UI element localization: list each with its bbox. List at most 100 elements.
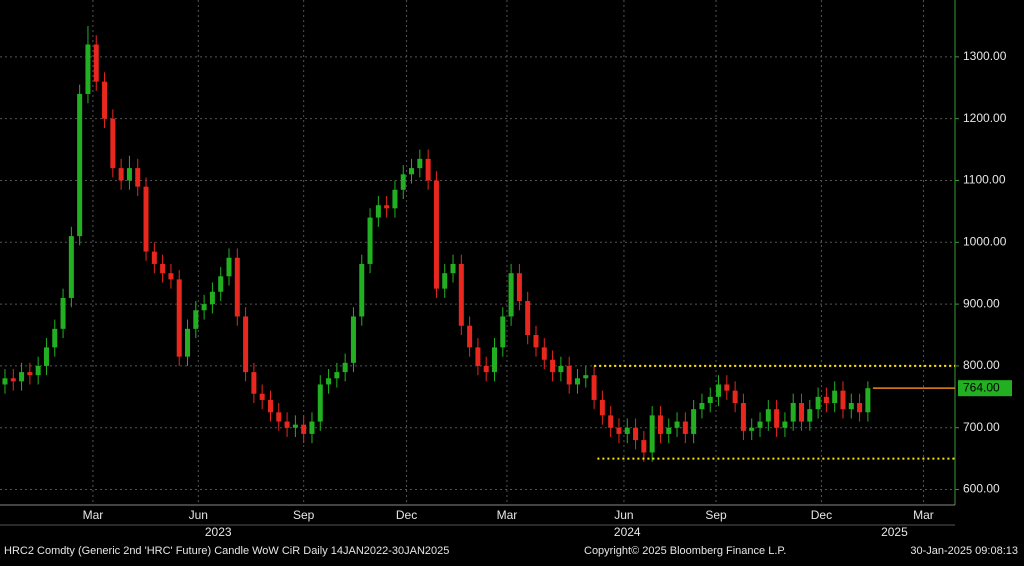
candle-body: [832, 390, 838, 404]
candle-body: [68, 236, 74, 298]
candle-body: [716, 384, 722, 397]
candle-body: [492, 347, 498, 373]
x-tick-label: Mar: [83, 508, 104, 522]
candle-body: [334, 372, 340, 379]
candle-body: [176, 279, 182, 357]
candle-body: [442, 273, 448, 289]
candle-body: [226, 257, 232, 277]
x-tick-label: Jun: [614, 508, 633, 522]
candle-body: [616, 427, 622, 434]
y-tick-label: 1000.00: [963, 234, 1007, 248]
footer-right: 30-Jan-2025 09:08:13: [910, 545, 1018, 557]
x-tick-label: Dec: [811, 508, 832, 522]
candle-body: [774, 409, 780, 428]
candle-body: [433, 180, 439, 289]
candle-body: [782, 421, 788, 428]
candle-body: [151, 251, 157, 264]
candle-body: [657, 415, 663, 434]
candle-body: [790, 403, 796, 422]
candle-body: [35, 365, 41, 376]
candle-body: [43, 347, 49, 366]
candle-body: [558, 365, 564, 373]
candle-body: [342, 362, 348, 373]
footer-center: Copyright© 2025 Bloomberg Finance L.P.: [584, 545, 786, 557]
candle-body: [284, 421, 290, 428]
candle-body: [52, 328, 58, 348]
candle-body: [350, 316, 356, 363]
candle-body: [409, 168, 415, 175]
candle-body: [276, 412, 282, 422]
x-tick-label: Dec: [396, 508, 417, 522]
candle-body: [326, 378, 332, 385]
candle-body: [243, 316, 249, 373]
year-label: 2025: [881, 525, 908, 539]
candle-body: [857, 403, 863, 413]
candle-body: [77, 93, 83, 237]
candle-body: [392, 189, 398, 209]
candle-body: [516, 273, 522, 302]
candle-body: [533, 335, 539, 348]
candle-body: [450, 263, 456, 274]
candle-body: [691, 409, 697, 434]
candle-body: [417, 158, 423, 169]
candle-body: [185, 328, 191, 357]
y-tick-label: 700.00: [963, 420, 1000, 434]
candle-body: [110, 118, 116, 169]
candle-body: [309, 421, 315, 434]
candle-body: [848, 403, 854, 410]
candle-body: [301, 424, 307, 434]
candle-body: [483, 365, 489, 373]
candle-body: [865, 388, 871, 413]
candle-body: [724, 384, 730, 391]
candle-body: [201, 304, 207, 311]
candle-body: [160, 263, 166, 274]
candle-body: [732, 390, 738, 404]
x-tick-label: Jun: [189, 508, 208, 522]
candle-body: [574, 378, 580, 385]
candle-body: [259, 393, 265, 400]
y-tick-label: 1200.00: [963, 111, 1007, 125]
candle-body: [2, 378, 8, 385]
candle-body: [425, 158, 431, 181]
candle-body: [10, 378, 16, 382]
candle-body: [367, 217, 373, 264]
candle-body: [682, 421, 688, 434]
candle-body: [508, 273, 514, 317]
candle-body: [840, 390, 846, 410]
candle-body: [467, 325, 473, 348]
candle-body: [475, 347, 481, 366]
candle-body: [674, 421, 680, 428]
candle-body: [359, 263, 365, 317]
candle-body: [168, 273, 174, 280]
candle-body: [624, 427, 630, 434]
candle-body: [251, 372, 257, 394]
candle-body: [85, 44, 91, 94]
year-label: 2023: [205, 525, 232, 539]
y-tick-label: 1300.00: [963, 49, 1007, 63]
candle-body: [707, 396, 713, 404]
candle-body: [209, 291, 215, 305]
candle-body: [815, 396, 821, 410]
candle-body: [541, 347, 547, 360]
candle-body: [19, 372, 25, 382]
candle-body: [699, 403, 705, 410]
candle-body: [649, 415, 655, 453]
candle-body: [292, 424, 298, 428]
candle-body: [102, 81, 108, 119]
candle-body: [384, 205, 390, 209]
candle-body: [550, 359, 556, 373]
x-tick-label: Sep: [705, 508, 727, 522]
candle-body: [400, 174, 406, 190]
candle-body: [143, 186, 149, 252]
candle-body: [641, 440, 647, 453]
candle-body: [608, 415, 614, 428]
candle-body: [583, 375, 589, 379]
y-tick-label: 600.00: [963, 482, 1000, 496]
candle-body: [765, 409, 771, 422]
candle-body: [234, 257, 240, 317]
candle-body: [599, 399, 605, 416]
candle-body: [317, 384, 323, 422]
y-tick-label: 900.00: [963, 296, 1000, 310]
candle-body: [135, 168, 141, 187]
